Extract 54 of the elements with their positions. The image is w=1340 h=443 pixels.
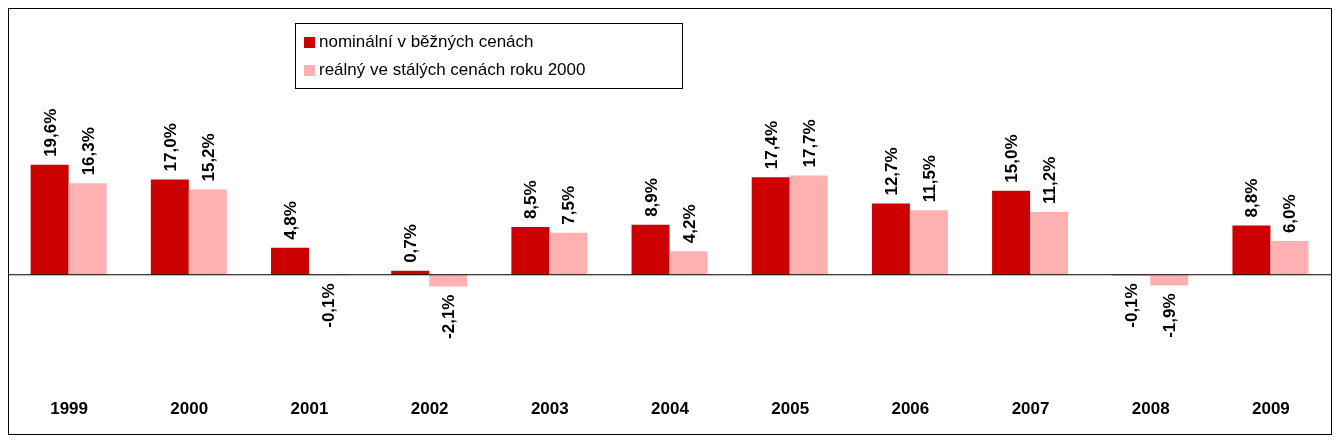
x-tick-label: 2008 (1131, 399, 1170, 419)
data-label: 8,8% (1242, 178, 1262, 218)
x-tick-label: 2009 (1251, 399, 1290, 419)
bar (992, 190, 1031, 275)
data-label: 17,0% (160, 123, 180, 172)
bar (1150, 274, 1189, 286)
legend-label: nominální v běžných cenách (319, 32, 534, 51)
data-label: 12,7% (881, 147, 901, 196)
bar (30, 164, 69, 275)
bar (549, 232, 588, 275)
data-label: 15,0% (1002, 134, 1022, 183)
bar (631, 224, 670, 275)
bar (511, 227, 550, 275)
x-tick-label: 2003 (530, 399, 569, 419)
bar (429, 274, 468, 287)
x-tick-label: 2000 (170, 399, 209, 419)
data-label: -0,1% (1122, 283, 1142, 328)
data-label: 0,7% (401, 224, 421, 263)
data-label: 8,9% (641, 178, 661, 217)
data-label: 17,7% (799, 119, 819, 168)
bar (909, 210, 948, 275)
data-label: 6,0% (1280, 194, 1300, 234)
bar (150, 179, 189, 275)
data-label: 4,2% (679, 204, 699, 244)
data-label: 7,5% (559, 185, 579, 225)
data-label: 17,4% (761, 120, 781, 170)
data-label: 11,5% (919, 155, 939, 203)
bar (68, 183, 107, 275)
bar (1232, 225, 1271, 275)
bar (271, 247, 309, 275)
bar (789, 175, 828, 275)
bar (1030, 211, 1069, 275)
x-tick-label: 2002 (410, 399, 449, 419)
x-tick-label: 1999 (50, 399, 88, 419)
x-tick-label: 2005 (771, 399, 810, 419)
data-label: 16,3% (78, 127, 98, 176)
x-tick-label: 2007 (1011, 399, 1050, 419)
x-tick-label: 2001 (290, 399, 329, 419)
data-label: 8,5% (521, 180, 541, 220)
bar (751, 177, 790, 275)
bar (1270, 241, 1309, 275)
data-label: 4,8% (281, 201, 300, 240)
bar (871, 203, 910, 275)
data-label: 19,6% (40, 108, 60, 157)
x-tick-label: 2006 (891, 399, 930, 419)
data-label: -0,1% (319, 283, 338, 328)
data-label: 11,2% (1040, 156, 1060, 204)
x-tick-label: 2004 (651, 399, 690, 419)
bar (669, 251, 708, 275)
data-label: -2,1% (439, 294, 459, 339)
data-label: 15,2% (198, 133, 218, 182)
legend-label: reálný ve stálých cenách roku 2000 (319, 60, 586, 79)
bar (188, 189, 227, 275)
data-label: -1,9% (1160, 293, 1180, 338)
